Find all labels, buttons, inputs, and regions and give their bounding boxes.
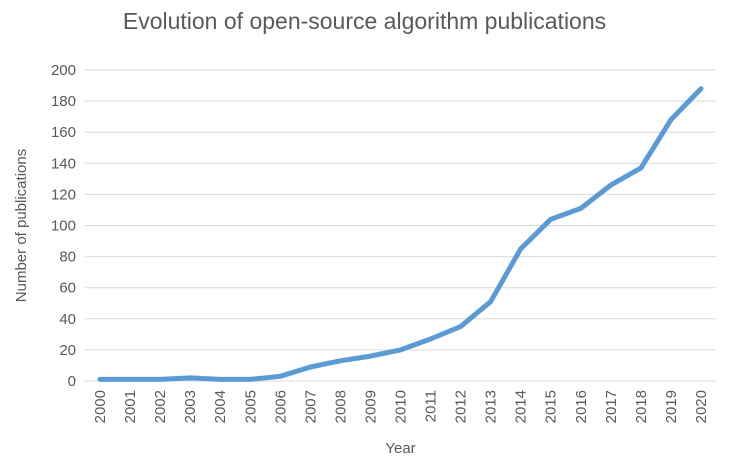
- x-tick-label: 2005: [242, 390, 259, 423]
- y-tick-label: 20: [59, 342, 76, 359]
- x-axis-title: Year: [385, 440, 415, 457]
- chart-title: Evolution of open-source algorithm publi…: [122, 8, 607, 34]
- x-tick-label: 2007: [302, 390, 319, 423]
- y-tick-label: 140: [51, 155, 76, 172]
- x-tick-label: 2004: [212, 390, 229, 423]
- x-tick-label: 2002: [152, 390, 169, 423]
- x-tick-label: 2018: [633, 390, 650, 423]
- y-tick-label: 60: [59, 280, 76, 297]
- y-tick-label: 0: [68, 373, 76, 390]
- y-tick-label: 40: [59, 311, 76, 328]
- x-tick-label: 2015: [543, 390, 560, 423]
- x-tick-label: 2006: [272, 390, 289, 423]
- y-tick-label: 80: [59, 249, 76, 266]
- x-tick-label: 2011: [423, 390, 440, 422]
- x-tick-label: 2020: [693, 390, 710, 423]
- x-tick-label: 2008: [332, 390, 349, 423]
- x-tick-label: 2003: [182, 390, 199, 423]
- x-tick-label: 2017: [603, 390, 620, 423]
- y-axis-title: Number of publications: [13, 149, 30, 302]
- y-tick-label: 180: [51, 93, 76, 110]
- x-tick-label: 2000: [92, 390, 109, 423]
- x-tick-label: 2014: [513, 390, 530, 423]
- x-tick-label: 2001: [122, 390, 139, 423]
- x-tick-label: 2010: [393, 390, 410, 423]
- x-tick-label: 2016: [573, 390, 590, 423]
- y-tick-label: 200: [51, 62, 76, 79]
- x-tick-label: 2012: [453, 390, 470, 423]
- x-tick-label: 2009: [362, 390, 379, 423]
- y-tick-label: 120: [51, 186, 76, 203]
- y-tick-label: 160: [51, 124, 76, 141]
- x-tick-label: 2019: [663, 390, 680, 423]
- series-line: [97, 86, 704, 382]
- x-tick-label: 2013: [483, 390, 500, 423]
- y-tick-label: 100: [51, 218, 76, 235]
